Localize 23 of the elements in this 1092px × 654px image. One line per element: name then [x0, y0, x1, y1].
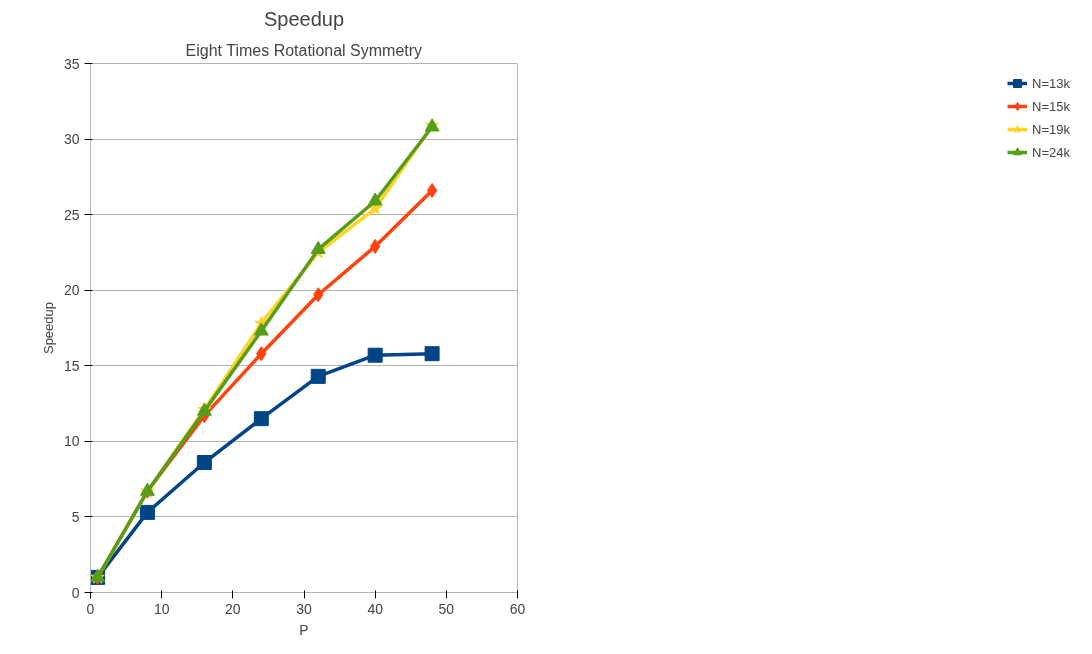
y-tick-label: 20	[63, 282, 80, 299]
legend-label: N=19k	[1032, 121, 1070, 137]
x-axis-title: P	[299, 621, 309, 638]
y-tick-label: 15	[63, 357, 80, 374]
y-tick-label: 0	[71, 584, 80, 601]
y-tick-label: 30	[63, 131, 80, 148]
chart-subtitle: Eight Times Rotational Symmetry	[185, 41, 423, 59]
x-tick-label: 60	[509, 600, 526, 617]
y-tick-label: 25	[63, 206, 80, 223]
y-tick-label: 10	[63, 433, 80, 450]
y-tick-label: 35	[63, 55, 80, 72]
x-tick-label: 10	[153, 600, 170, 617]
x-tick-label: 50	[438, 600, 455, 617]
x-tick-label: 20	[225, 600, 241, 617]
legend-label: N=13k	[1032, 75, 1070, 91]
x-tick-label: 0	[86, 600, 95, 617]
legend-label: N=15k	[1032, 98, 1070, 114]
y-tick-label: 5	[71, 508, 80, 525]
x-tick-label: 40	[367, 600, 384, 617]
x-tick-label: 30	[296, 600, 312, 617]
y-axis-title: Speedup	[40, 301, 56, 355]
chart-title: Speedup	[263, 7, 345, 30]
legend-label: N=24k	[1032, 144, 1070, 160]
